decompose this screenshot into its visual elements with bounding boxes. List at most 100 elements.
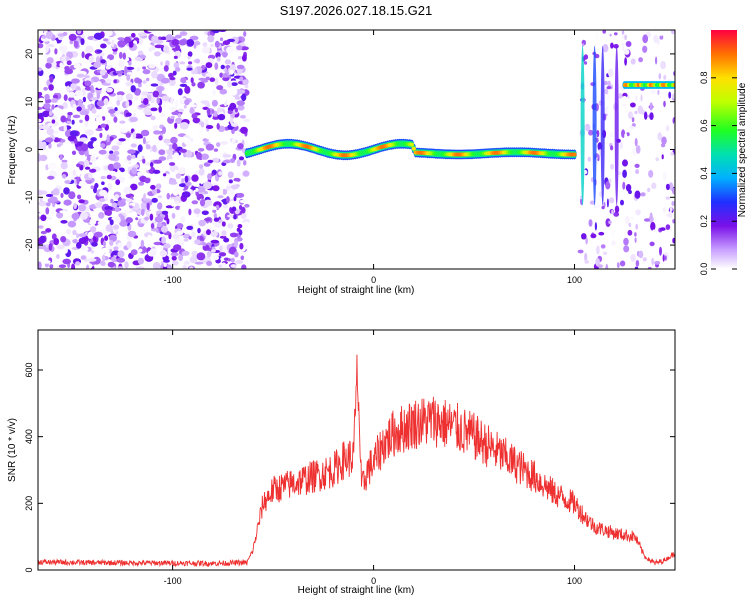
- spectrogram-cell: [90, 226, 97, 233]
- spectrogram-cell: [606, 86, 612, 90]
- spectrogram-cell: [219, 72, 224, 78]
- spectrogram-cell: [654, 261, 661, 265]
- spectrogram-cell: [200, 153, 209, 160]
- spectrogram-cell: [665, 183, 670, 191]
- spectrogram-cell: [125, 132, 131, 138]
- spectrogram-cell: [127, 149, 136, 154]
- spectrogram-cell: [179, 122, 189, 130]
- spectrogram-cell: [610, 163, 615, 170]
- spectrogram-cell: [77, 194, 82, 200]
- spectrogram-cell: [236, 64, 245, 70]
- spectrogram-cell: [38, 91, 43, 97]
- spectrogram-cell: [38, 97, 46, 105]
- spectrogram-cell: [655, 216, 660, 222]
- spectrogram-cell: [161, 236, 167, 244]
- spectrogram-cell: [635, 145, 641, 154]
- spectrogram-cell: [611, 209, 614, 215]
- spectrogram-cell: [623, 49, 630, 55]
- spectrogram-cell: [175, 34, 182, 39]
- spectrogram-cell: [72, 229, 77, 236]
- spectrogram-cell: [196, 252, 206, 261]
- y-tick-label: 20: [24, 49, 34, 59]
- spectrogram-cell: [228, 179, 233, 184]
- spectrogram-cell: [241, 264, 247, 269]
- spectrogram-cell: [38, 43, 44, 49]
- colorbar-tick-label: 0.4: [699, 167, 709, 180]
- spectrogram-cell: [634, 138, 638, 147]
- spectrogram-cell: [166, 218, 170, 225]
- spectrogram-cell: [48, 243, 53, 251]
- spectrogram-cell: [219, 245, 223, 253]
- spectrogram-cell: [93, 62, 101, 68]
- spectrogram-cell: [53, 238, 60, 246]
- spectrogram-cell: [634, 237, 637, 243]
- spectrogram-cell: [71, 119, 75, 125]
- spectrogram-cell: [221, 230, 227, 237]
- spectrogram-cell: [204, 217, 211, 222]
- y-tick-label: 10: [24, 97, 34, 107]
- spectrogram-cell: [111, 145, 120, 151]
- spectrogram-cell: [611, 231, 615, 238]
- spectrogram-cell: [126, 74, 131, 81]
- spectrogram-cell: [226, 196, 230, 204]
- spectrogram-cell: [110, 198, 114, 204]
- spectrogram-cell: [129, 205, 133, 209]
- spectrogram-cell: [173, 152, 179, 159]
- spectrogram-cell: [616, 262, 620, 269]
- spectrogram-cell: [621, 129, 626, 138]
- spectrogram-cell: [229, 69, 234, 75]
- spectrogram-cell: [147, 250, 157, 257]
- spectrogram-cell: [149, 213, 154, 221]
- spectrogram-cell: [170, 136, 178, 144]
- spectrogram-cell: [624, 215, 630, 224]
- spectrogram-cell: [635, 209, 641, 216]
- x-tick-label: -100: [164, 275, 182, 285]
- spectrogram-cell: [592, 45, 597, 206]
- spectrogram-cell: [622, 169, 627, 178]
- spectrogram-cell: [98, 212, 105, 219]
- spectrogram-cell: [220, 64, 225, 70]
- spectrogram-cell: [113, 162, 121, 170]
- spectrogram-cell: [170, 97, 174, 105]
- spectrogram-cell: [234, 208, 240, 215]
- spectrogram-cell: [222, 76, 230, 82]
- spectrogram-cell: [629, 125, 635, 130]
- spectrogram-cell: [91, 241, 98, 247]
- spectrogram-cell: [80, 38, 85, 46]
- spectrogram-cell: [206, 133, 210, 140]
- spectrogram-cell: [173, 210, 183, 217]
- spectrogram-cell: [161, 210, 169, 215]
- spectrogram-cell: [206, 260, 213, 266]
- spectrogram-cell: [38, 106, 43, 110]
- spectrogram-cell: [107, 261, 115, 268]
- spectrogram-cell: [87, 231, 94, 239]
- spectrogram-cell: [147, 94, 152, 102]
- y-tick-label: 600: [24, 362, 34, 377]
- spectrogram-cell: [242, 54, 247, 62]
- spectrogram-cell: [137, 82, 142, 88]
- spectrogram-cell: [86, 264, 90, 269]
- spectrogram-cell: [242, 170, 250, 177]
- spectrogram-cell: [84, 247, 89, 251]
- spectrogram-cell: [602, 44, 609, 53]
- spectrogram-cell: [609, 132, 614, 138]
- spectrogram-cell: [150, 115, 156, 121]
- spectrogram-cell: [180, 77, 188, 84]
- spectrogram-cell: [138, 248, 143, 253]
- spectrogram-cell: [238, 156, 245, 161]
- spectrogram-cell: [84, 80, 92, 87]
- spectrogram-cell: [162, 126, 166, 134]
- spectrogram-cell: [231, 82, 238, 86]
- spectrogram-cell: [39, 47, 48, 55]
- spectrogram-cell: [189, 266, 194, 269]
- spectrogram-cell: [108, 153, 117, 161]
- spectrogram-cell: [109, 239, 114, 246]
- spectrogram-cell: [233, 240, 238, 248]
- spectrogram-cell: [235, 172, 244, 180]
- spectrogram-cell: [572, 152, 577, 157]
- spectrogram-cell: [211, 30, 221, 34]
- spectrogram-cell: [218, 252, 227, 257]
- y-tick-label: 200: [24, 496, 34, 511]
- spectrogram-cell: [96, 92, 101, 99]
- spectrogram-cell: [107, 245, 114, 250]
